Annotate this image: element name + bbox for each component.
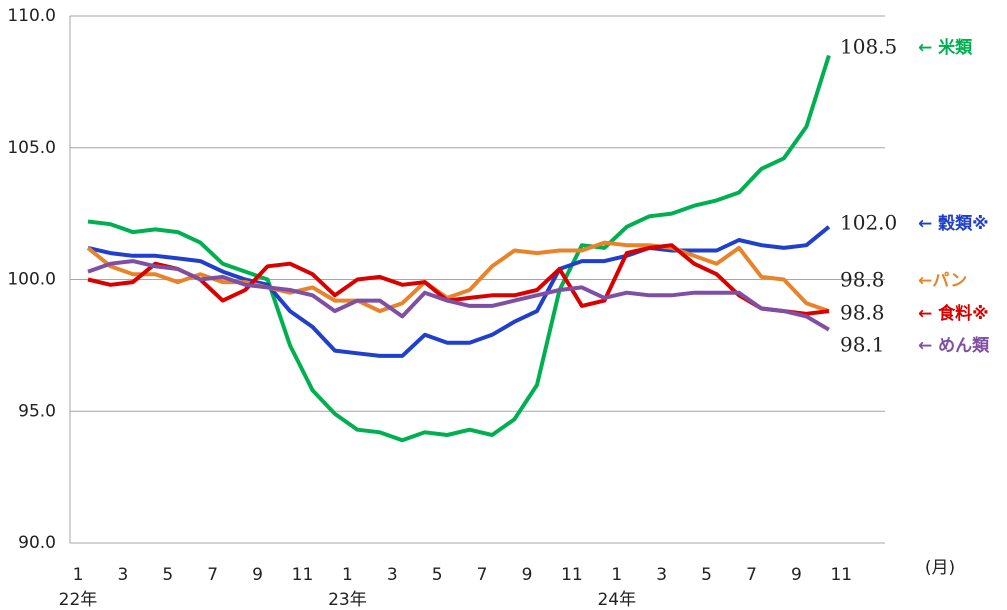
series-line xyxy=(87,54,831,443)
y-tick-label: 105.0 xyxy=(7,138,56,158)
x-tick-label: 1 xyxy=(73,565,84,585)
legend-label: ← 米類 xyxy=(918,37,973,58)
year-label: 24年 xyxy=(597,590,636,610)
x-unit: (月) xyxy=(925,558,955,578)
x-tick-label: 9 xyxy=(252,565,263,585)
x-tick-label: 3 xyxy=(656,565,667,585)
x-tick-label: 7 xyxy=(207,565,218,585)
end-value-label: 102.0 xyxy=(840,211,897,235)
y-tick-label: 110.0 xyxy=(7,6,56,26)
end-value-label: 108.5 xyxy=(840,35,897,59)
series-line xyxy=(87,243,830,316)
x-tick-label: 11 xyxy=(561,565,583,585)
x-tick-label: 3 xyxy=(387,565,398,585)
y-tick-label: 100.0 xyxy=(7,270,56,290)
x-tick-label: 9 xyxy=(522,565,533,585)
end-value-label: 98.1 xyxy=(840,333,885,357)
x-tick-label: 3 xyxy=(117,565,128,585)
x-tick-label: 5 xyxy=(432,565,443,585)
legend-label: ←パン xyxy=(918,271,967,291)
x-tick-label: 5 xyxy=(162,565,173,585)
y-tick-label: 95.0 xyxy=(18,401,56,421)
y-tick-label: 90.0 xyxy=(18,533,56,553)
end-value-label: 98.8 xyxy=(840,301,885,325)
end-value-label: 98.8 xyxy=(840,268,885,292)
x-tick-label: 7 xyxy=(746,565,757,585)
x-tick-label: 11 xyxy=(292,565,314,585)
year-label: 23年 xyxy=(328,590,367,610)
x-tick-label: 9 xyxy=(791,565,802,585)
year-label: 22年 xyxy=(59,590,98,610)
legend-label: ← 食料※ xyxy=(918,303,989,324)
series-line xyxy=(87,259,830,332)
x-tick-label: 7 xyxy=(477,565,488,585)
legend-label: ← 穀類※ xyxy=(918,214,989,234)
series-line xyxy=(87,225,831,358)
legend-label: ← めん類 xyxy=(918,336,990,356)
x-tick-label: 1 xyxy=(342,565,353,585)
x-tick-label: 1 xyxy=(611,565,622,585)
x-tick-label: 11 xyxy=(830,565,852,585)
x-tick-label: 5 xyxy=(701,565,712,585)
